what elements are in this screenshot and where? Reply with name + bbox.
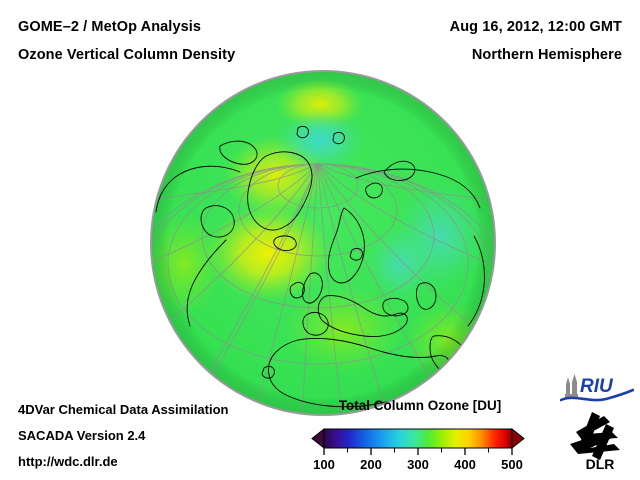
colorbar-gradient [323, 428, 513, 449]
coastlines [155, 125, 485, 408]
colorbar-minor-ticks [347, 448, 489, 453]
riu-logo-text: RIU [580, 376, 614, 397]
colorbar-title: Total Column Ozone [DU] [338, 398, 502, 413]
graticule [151, 162, 495, 415]
dlr-logo: DLR [566, 410, 634, 472]
colorbar-tick-label-2: 300 [407, 457, 429, 472]
riu-logo: RIU [560, 372, 634, 406]
colorbar-low-extend-cap [311, 427, 325, 450]
orthographic-globe [150, 70, 496, 416]
dlr-logo-graphic: DLR [570, 412, 620, 472]
timestamp-label: Aug 16, 2012, 12:00 GMT [449, 19, 622, 35]
dlr-logo-text: DLR [586, 456, 615, 472]
globe-limb-outline [150, 70, 496, 416]
ozone-colorbar: 100 200 300 400 500 [311, 427, 525, 472]
colorbar-high-extend-cap [511, 427, 525, 450]
url-label: http://wdc.dlr.de [18, 454, 118, 469]
riu-logo-graphic: RIU [560, 374, 634, 402]
colorbar-major-ticks [323, 448, 513, 455]
hemisphere-label: Northern Hemisphere [471, 47, 622, 63]
ozone-field [151, 71, 495, 415]
riu-swoosh-icon [560, 388, 634, 402]
assimilation-label: 4DVar Chemical Data Assimilation [18, 402, 229, 417]
colorbar-tick-label-1: 200 [360, 457, 382, 472]
version-label: SACADA Version 2.4 [18, 428, 146, 443]
colorbar-group: Total Column Ozone [DU] [300, 398, 540, 476]
analysis-title: GOME–2 / MetOp Analysis [18, 19, 202, 35]
colorbar-tick-label-3: 400 [454, 457, 476, 472]
colorbar-tick-label-0: 100 [313, 457, 335, 472]
globe-map-panel [148, 68, 498, 418]
colorbar-tick-label-4: 500 [501, 457, 523, 472]
product-subtitle: Ozone Vertical Column Density [18, 47, 236, 63]
dlr-mark-icon [570, 412, 620, 460]
riu-tower-icon [565, 374, 578, 398]
